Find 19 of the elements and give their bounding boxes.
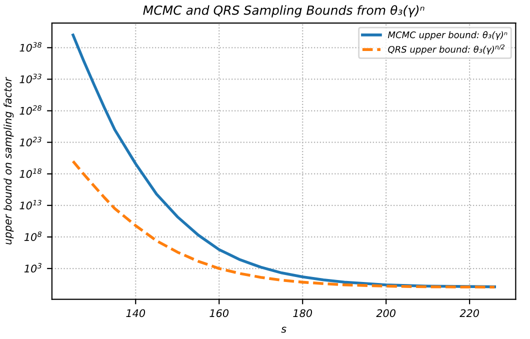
legend-label: QRS upper bound: θ₃(γ)$^{n/2}$ <box>388 44 505 55</box>
y-tick-label: 10$^{33}$ <box>20 74 42 84</box>
y-tick-label: 10$^{38}$ <box>20 42 42 52</box>
line-series <box>72 160 496 289</box>
y-tick-label: 10$^{23}$ <box>20 136 42 146</box>
x-tick-label: 200 <box>376 309 396 318</box>
x-tick-label: 140 <box>126 309 146 318</box>
y-axis-title: upper bound on sampling factor <box>4 76 14 244</box>
x-tick-label: 160 <box>210 309 229 318</box>
y-tick-label: 10$^{18}$ <box>20 168 42 178</box>
x-tick-label: 220 <box>460 309 479 318</box>
legend-label: MCMC upper bound: θ₃(γ)ⁿ <box>388 31 508 40</box>
chart-title: MCMC and QRS Sampling Bounds from θ₃(γ)ⁿ <box>143 5 424 18</box>
y-tick-label: 10$^{28}$ <box>20 105 42 115</box>
y-tick-label: 10$^{3}$ <box>24 262 42 273</box>
y-tick-label: 10$^{13}$ <box>20 200 42 210</box>
x-tick-label: 180 <box>293 309 312 318</box>
x-axis-title: s <box>281 326 286 333</box>
y-tick-label: 10$^{8}$ <box>24 231 42 241</box>
